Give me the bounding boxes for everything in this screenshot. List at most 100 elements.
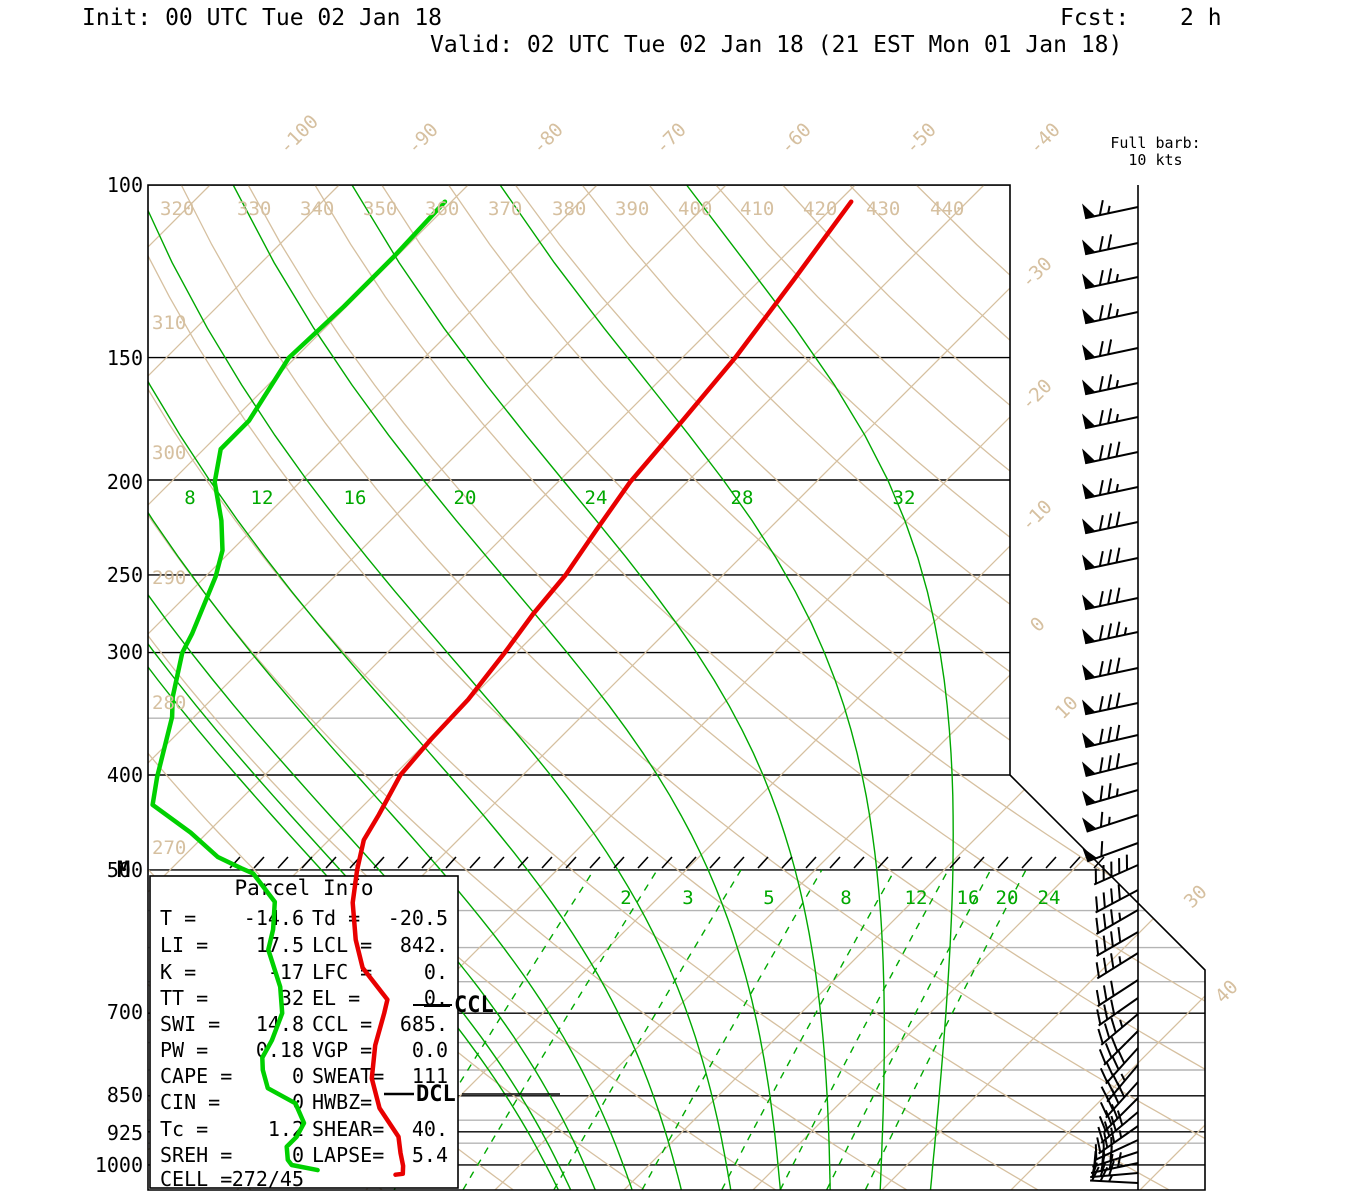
- parcel-row-left-label: K =: [160, 960, 196, 984]
- wind-barb: [1097, 1013, 1139, 1046]
- dewpoint-curve: [150, 199, 448, 1173]
- parcel-row-right-label: HWBZ=: [312, 1090, 372, 1114]
- parcel-row-right-value: 111: [412, 1064, 448, 1088]
- parcel-row-right-value: 5.4: [412, 1143, 448, 1167]
- parcel-row-right-value: 685.: [400, 1012, 448, 1036]
- moist-adiabat-label: 20: [454, 487, 477, 509]
- pressure-tick-label: 400: [107, 763, 143, 787]
- parcel-row-left-value: 0: [292, 1064, 304, 1088]
- parcel-row-right-label: EL =: [312, 986, 360, 1010]
- wind-barb: [1098, 1097, 1139, 1133]
- valid-time-label: Valid: 02 UTC Tue 02 Jan 18 (21 EST Mon …: [430, 32, 1123, 58]
- parcel-row-right-value: 40.: [412, 1117, 448, 1141]
- forecast-hour-value: 2 h: [1180, 5, 1222, 31]
- wind-barb: [1093, 854, 1139, 886]
- wind-barb: [1099, 1047, 1139, 1085]
- pressure-tick-label: 200: [107, 470, 143, 494]
- mixing-ratio-label: 2: [620, 887, 631, 909]
- pressure-tick-label: 500: [107, 858, 143, 882]
- wind-barb: [1082, 303, 1139, 325]
- wind-barbs: [1081, 199, 1139, 1184]
- dry-adiabat-label: 400: [678, 198, 712, 220]
- dry-adiabat-label: 340: [300, 198, 334, 220]
- plot-border: [147, 184, 1206, 1191]
- pressure-tick-label: 250: [107, 563, 143, 587]
- wind-barb: [1082, 692, 1139, 716]
- moist-adiabat-label: 28: [731, 487, 754, 509]
- parcel-row-left-value: 0: [292, 1090, 304, 1114]
- ccl-marker-label: CCL: [454, 993, 494, 1018]
- isotherm-label-top: -40: [1025, 119, 1065, 159]
- pressure-tick-label: 150: [107, 346, 143, 370]
- pressure-tick-label: 100: [107, 173, 143, 197]
- dry-adiabat-label: 370: [488, 198, 522, 220]
- wind-barb: [1090, 1160, 1139, 1179]
- mixing-ratio-label: 8: [840, 887, 851, 909]
- wind-barb: [1082, 478, 1139, 500]
- dry-adiabat-label: 440: [930, 198, 964, 220]
- isotherm-label-top: -100: [275, 111, 323, 159]
- parcel-row-left-label: T =: [160, 906, 196, 930]
- parcel-row-right-value: -20.5: [388, 906, 448, 930]
- wind-barb: [1082, 408, 1139, 430]
- dry-adiabat-label: 330: [237, 198, 271, 220]
- wind-barb: [1090, 1152, 1139, 1174]
- parcel-row-right-value: 0.0: [412, 1038, 448, 1062]
- pressure-tick-label: 1000: [95, 1153, 143, 1177]
- isotherm-label-top: -80: [528, 119, 568, 159]
- isotherm-label-top: -70: [651, 119, 691, 159]
- wind-barb: [1100, 1064, 1139, 1103]
- parcel-row-left-label: Tc =: [160, 1117, 208, 1141]
- wind-barb: [1098, 1030, 1139, 1066]
- parcel-row-right-label: CCL =: [312, 1012, 372, 1036]
- wind-barb-legend: Full barb: 10 kts: [1098, 135, 1213, 169]
- parcel-row-right-label: SHEAR=: [312, 1117, 384, 1141]
- parcel-row-left-label: PW =: [160, 1038, 208, 1062]
- wind-barb: [1081, 783, 1139, 806]
- isotherm-label-right: -30: [1017, 253, 1057, 293]
- pressure-tick-label: 850: [107, 1083, 143, 1107]
- parcel-row-left-value: 272/45: [232, 1167, 304, 1191]
- wind-barb: [1096, 1125, 1139, 1155]
- wind-barb: [1082, 657, 1139, 681]
- wind-barb: [1095, 979, 1139, 1007]
- moist-adiabat-label: 8: [184, 487, 195, 509]
- wind-barb: [1081, 753, 1139, 778]
- parcel-row-left-label: SWI =: [160, 1012, 220, 1036]
- parcel-row-left-label: TT =: [160, 986, 208, 1010]
- parcel-row-right-label: LCL =: [312, 933, 372, 957]
- forecast-hour-label: Fcst:: [1060, 5, 1130, 31]
- parcel-row-left-label: SREH =: [160, 1143, 232, 1167]
- wind-barb: [1095, 909, 1139, 935]
- wind-barb: [1082, 587, 1139, 611]
- wind-barb: [1095, 927, 1139, 957]
- dry-adiabat-label: 290: [152, 567, 186, 589]
- dry-adiabat-label: 310: [152, 312, 186, 334]
- dry-adiabat-label: 270: [152, 837, 186, 859]
- wind-barb: [1082, 339, 1139, 361]
- parcel-row-left-label: CIN =: [160, 1090, 220, 1114]
- isotherm-label-top: -50: [901, 119, 941, 159]
- dry-adiabat-label: 280: [152, 692, 186, 714]
- mixing-ratio-label: 3: [682, 887, 693, 909]
- isotherm-label-right: 30: [1180, 881, 1212, 913]
- temperature-curve: [350, 199, 854, 1177]
- isotherm-label-right: -10: [1017, 496, 1057, 536]
- mixing-ratio-label: 16: [957, 887, 980, 909]
- isotherm-label-top: -60: [776, 119, 816, 159]
- parcel-row-left-value: 0: [292, 1143, 304, 1167]
- wind-barb: [1082, 268, 1139, 290]
- mixing-ratio-label: 12: [905, 887, 928, 909]
- init-time-label: Init: 00 UTC Tue 02 Jan 18: [82, 5, 443, 31]
- wind-barb: [1082, 511, 1139, 535]
- m-level-marker: M: [117, 858, 130, 883]
- moist-adiabat-label: 24: [585, 487, 608, 509]
- wind-barb-legend-line1: Full barb:: [1110, 134, 1201, 152]
- dry-adiabat-label: 420: [803, 198, 837, 220]
- wind-barb: [1082, 441, 1139, 465]
- moist-adiabat-label: 16: [344, 487, 367, 509]
- pressure-tick-label: 300: [107, 640, 143, 664]
- wind-barb: [1095, 884, 1139, 914]
